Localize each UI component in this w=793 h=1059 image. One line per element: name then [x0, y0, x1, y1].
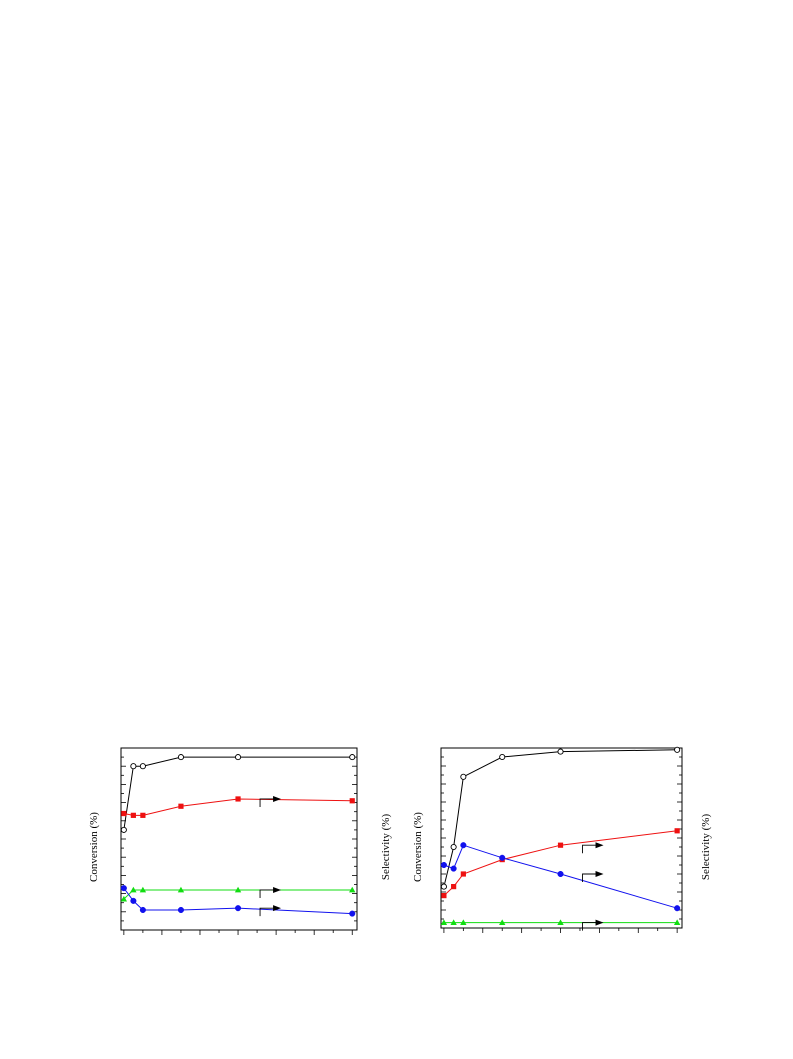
series-2-point-2 [460, 842, 467, 849]
series-line-1 [443, 830, 678, 896]
series-3-point-4 [234, 905, 242, 912]
chart-right-plot [440, 746, 683, 933]
series-1-point-0 [441, 893, 447, 899]
series-0-point-1 [130, 763, 137, 770]
series-0-point-3 [177, 754, 185, 761]
arrow-line [259, 907, 275, 917]
plot-frame [120, 747, 358, 931]
series-1-point-4 [235, 796, 241, 802]
plot-frame [440, 747, 683, 929]
series-3-point-5 [673, 919, 681, 925]
arrow-head [595, 842, 604, 849]
series-3-point-2 [139, 906, 146, 914]
arrow-head [273, 905, 282, 912]
arrow-line [259, 798, 275, 807]
chart-panel-left: Conversion (%) Selectivity (%) [80, 740, 450, 940]
arrow-head [595, 871, 604, 877]
y2-axis-label-left: Selectivity (%) [380, 813, 392, 881]
y2-axis-label-right: Selectivity (%) [700, 813, 712, 881]
y-axis-label-right: Conversion (%) [412, 812, 424, 882]
series-1-point-5 [674, 828, 680, 834]
series-2-point-3 [177, 886, 185, 893]
series-line-0 [123, 756, 353, 830]
series-2-point-4 [557, 870, 564, 878]
series-0-point-5 [349, 754, 356, 761]
series-3-point-5 [349, 910, 356, 917]
arrow-line [259, 889, 275, 898]
arrow-head [273, 795, 282, 802]
series-3-point-1 [450, 919, 457, 925]
series-0-point-4 [234, 754, 242, 761]
series-2-point-5 [674, 905, 681, 912]
series-0-point-0 [440, 883, 447, 890]
chart-panel-right: Conversion (%) Selectivity (%) [400, 740, 770, 940]
series-2-point-3 [499, 854, 506, 861]
series-0-point-4 [557, 748, 564, 755]
series-2-point-4 [234, 886, 242, 893]
series-1-point-1 [451, 884, 457, 890]
arrow-line [582, 844, 597, 854]
series-3-point-0 [440, 919, 448, 925]
series-3-point-0 [120, 885, 127, 892]
series-line-0 [443, 749, 678, 887]
arrow-head [595, 919, 604, 926]
series-1-point-5 [349, 798, 355, 804]
series-3-point-4 [557, 919, 564, 925]
series-3-point-3 [499, 919, 506, 925]
series-1-point-2 [140, 812, 146, 818]
series-3-point-2 [460, 919, 467, 925]
series-1-point-3 [178, 803, 184, 809]
series-0-point-2 [460, 773, 467, 780]
series-1-point-4 [557, 842, 564, 848]
series-3-axis-arrow [582, 919, 604, 931]
series-0-point-0 [120, 826, 127, 833]
series-0-point-3 [499, 753, 506, 761]
series-2-point-2 [139, 886, 147, 893]
series-1-point-0 [121, 810, 127, 817]
series-2-point-5 [349, 886, 356, 893]
y-axis-label-left: Conversion (%) [88, 812, 100, 882]
series-2-axis-arrow [259, 886, 282, 898]
arrow-head [273, 886, 282, 893]
series-2-point-0 [440, 861, 447, 869]
series-0-point-2 [139, 763, 146, 770]
series-3-point-1 [130, 897, 137, 904]
series-3-axis-arrow [259, 905, 282, 917]
series-2-axis-arrow [582, 871, 604, 882]
chart-left-plot [120, 747, 358, 935]
series-0-point-1 [450, 843, 457, 851]
arrow-line [582, 922, 597, 931]
series-0-point-5 [674, 746, 681, 753]
series-3-point-3 [177, 906, 185, 914]
arrow-line [582, 873, 597, 882]
series-1-point-2 [460, 871, 466, 877]
series-1-axis-arrow [582, 842, 604, 854]
series-1-axis-arrow [259, 795, 282, 807]
series-2-point-0 [120, 895, 128, 902]
series-1-point-1 [130, 812, 136, 818]
series-2-point-1 [130, 886, 137, 893]
series-2-point-1 [450, 865, 457, 872]
